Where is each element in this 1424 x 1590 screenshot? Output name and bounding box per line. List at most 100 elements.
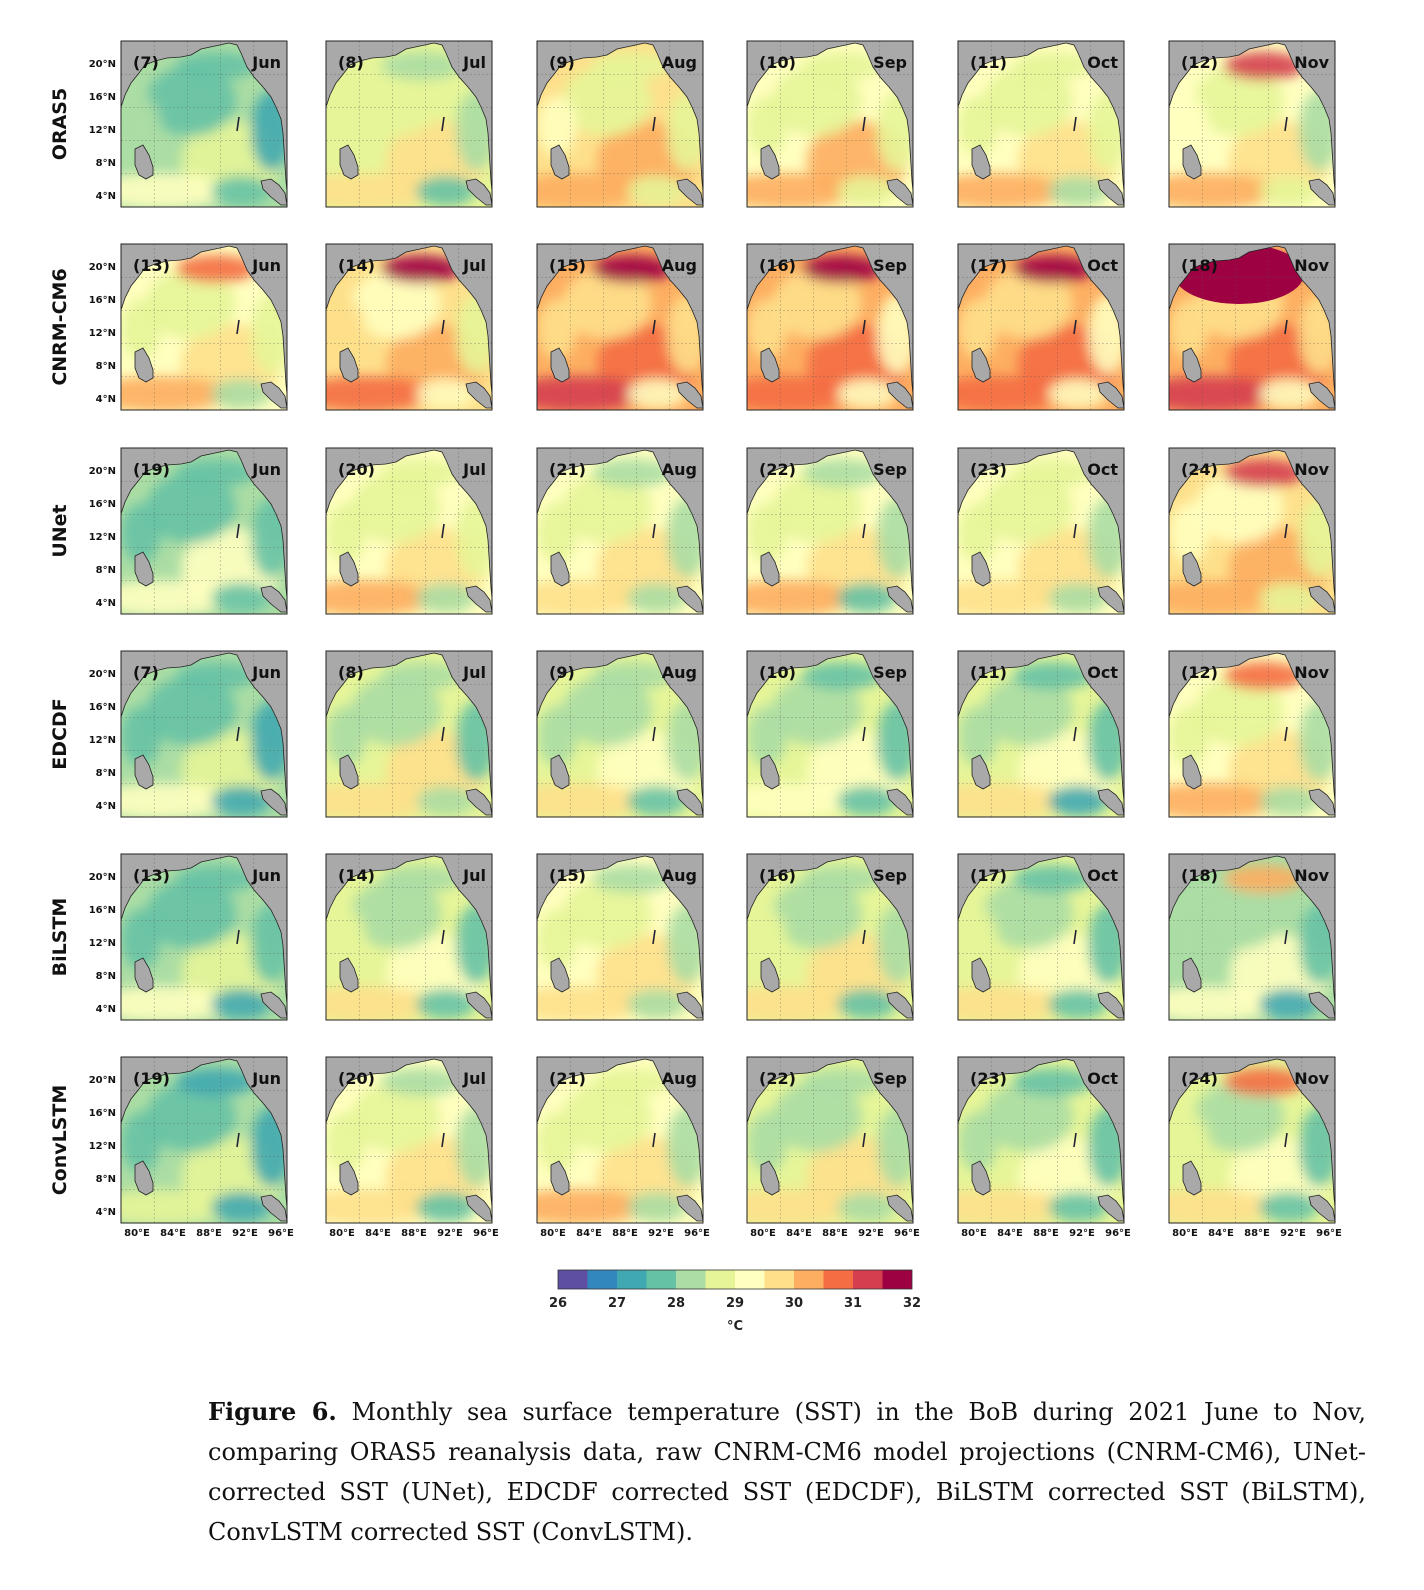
lat-tick-label: 20°N [89,466,116,477]
map-panel: (18) Nov [1139,854,1339,1022]
month-label: Aug [662,663,697,682]
lat-tick-label: 20°N [89,262,116,273]
lon-tick-label: 80°E [329,1228,355,1239]
lat-tick-label: 8°N [96,1174,116,1185]
panel-id: (22) [759,460,796,479]
map-panel: (19) Jun [91,448,291,616]
month-label: Jun [251,53,281,72]
colorbar-tick-label: 28 [667,1296,685,1311]
panel-id: (7) [133,663,159,682]
lon-tick-label: 80°E [750,1228,776,1239]
panel-id: (21) [549,460,586,479]
panel-id: (13) [133,866,170,885]
panel-id: (17) [970,256,1007,275]
month-label: Jun [251,460,281,479]
lat-tick-label: 8°N [96,158,116,169]
month-label: Sep [873,866,907,885]
lon-tick-label: 96°E [684,1228,710,1239]
lat-tick-label: 4°N [96,394,116,405]
lon-tick-label: 96°E [1316,1228,1342,1239]
map-panel: (14) Jul [296,854,496,1022]
panel-id: (15) [549,866,586,885]
lon-tick-label: 84°E [365,1228,391,1239]
sst-figure: ORAS5 20°N 16°N 12°N 8°N 4°N (7) Jun (8) Jul (9) Au… [0,0,1424,1360]
map-panel: (22) Sep [717,1057,917,1225]
month-label: Jul [462,256,486,275]
lat-tick-label: 12°N [89,328,116,339]
month-label: Jun [251,663,281,682]
lat-tick-label: 8°N [96,768,116,779]
lat-tick-label: 8°N [96,971,116,982]
month-label: Oct [1087,1069,1118,1088]
panel-id: (7) [133,53,159,72]
colorbar-tick-label: 27 [608,1296,626,1311]
map-panel: (15) Aug [507,854,707,1022]
map-panel: (10) Sep [717,41,917,209]
lon-tick-label: 84°E [997,1228,1023,1239]
map-panel: (7) Jun [91,41,291,209]
map-panel: (23) Oct [928,1057,1128,1225]
lat-tick-label: 20°N [89,1075,116,1086]
panel-id: (12) [1181,663,1218,682]
lat-tick-label: 8°N [96,565,116,576]
panel-grid: ORAS5 20°N 16°N 12°N 8°N 4°N (7) Jun (8) Jul (9) Au… [49,41,1342,1239]
month-label: Oct [1087,460,1118,479]
lat-tick-label: 4°N [96,191,116,202]
panel-id: (11) [970,53,1007,72]
map-panel: (14) Jul [296,244,496,412]
panel-id: (23) [970,460,1007,479]
panel-id: (24) [1181,1069,1218,1088]
month-label: Jun [251,256,281,275]
figure-caption: Figure 6. Monthly sea surface temperatur… [208,1392,1366,1552]
lat-tick-label: 12°N [89,735,116,746]
row-label: UNet [49,504,71,557]
lon-tick-label: 92°E [232,1228,258,1239]
panel-id: (19) [133,460,170,479]
month-label: Aug [662,256,697,275]
lat-tick-label: 8°N [96,361,116,372]
map-panel: (24) Nov [1139,1057,1339,1225]
panel-id: (21) [549,1069,586,1088]
map-panel: (8) Jul [296,41,496,209]
lon-tick-label: 92°E [437,1228,463,1239]
month-label: Oct [1087,663,1118,682]
lon-tick-label: 96°E [473,1228,499,1239]
map-panel: (8) Jul [296,651,496,819]
month-label: Jul [462,866,486,885]
month-label: Jun [251,866,281,885]
lon-tick-label: 88°E [1244,1228,1270,1239]
row-label: ORAS5 [49,88,71,160]
map-panel: (18) Nov [1139,244,1339,412]
lat-tick-label: 16°N [89,499,116,510]
lon-tick-label: 88°E [401,1228,427,1239]
lat-tick-label: 4°N [96,1207,116,1218]
lon-tick-label: 80°E [961,1228,987,1239]
row-label: ConvLSTM [49,1085,71,1196]
lon-tick-label: 80°E [540,1228,566,1239]
colorbar-tick-label: 29 [726,1296,744,1311]
map-panel: (22) Sep [717,448,917,616]
panel-id: (16) [759,256,796,275]
map-panel: (12) Nov [1139,41,1339,209]
map-panel: (9) Aug [507,651,707,819]
lon-tick-label: 92°E [1280,1228,1306,1239]
panel-id: (20) [338,1069,375,1088]
lat-tick-label: 12°N [89,938,116,949]
month-label: Oct [1087,866,1118,885]
lat-tick-label: 16°N [89,295,116,306]
map-panel: (10) Sep [717,651,917,819]
month-label: Aug [662,1069,697,1088]
lon-tick-label: 92°E [648,1228,674,1239]
lon-tick-label: 96°E [268,1228,294,1239]
row-label: BiLSTM [49,898,71,977]
map-panel: (21) Aug [507,1057,707,1225]
map-panel: (20) Jul [296,448,496,616]
lon-tick-label: 80°E [1172,1228,1198,1239]
lat-tick-label: 12°N [89,532,116,543]
month-label: Sep [873,256,907,275]
month-label: Nov [1294,460,1329,479]
month-label: Sep [873,460,907,479]
lat-tick-label: 20°N [89,59,116,70]
colorbar-tick-label: 31 [844,1296,862,1311]
colorbar-tick-label: 30 [785,1296,803,1311]
